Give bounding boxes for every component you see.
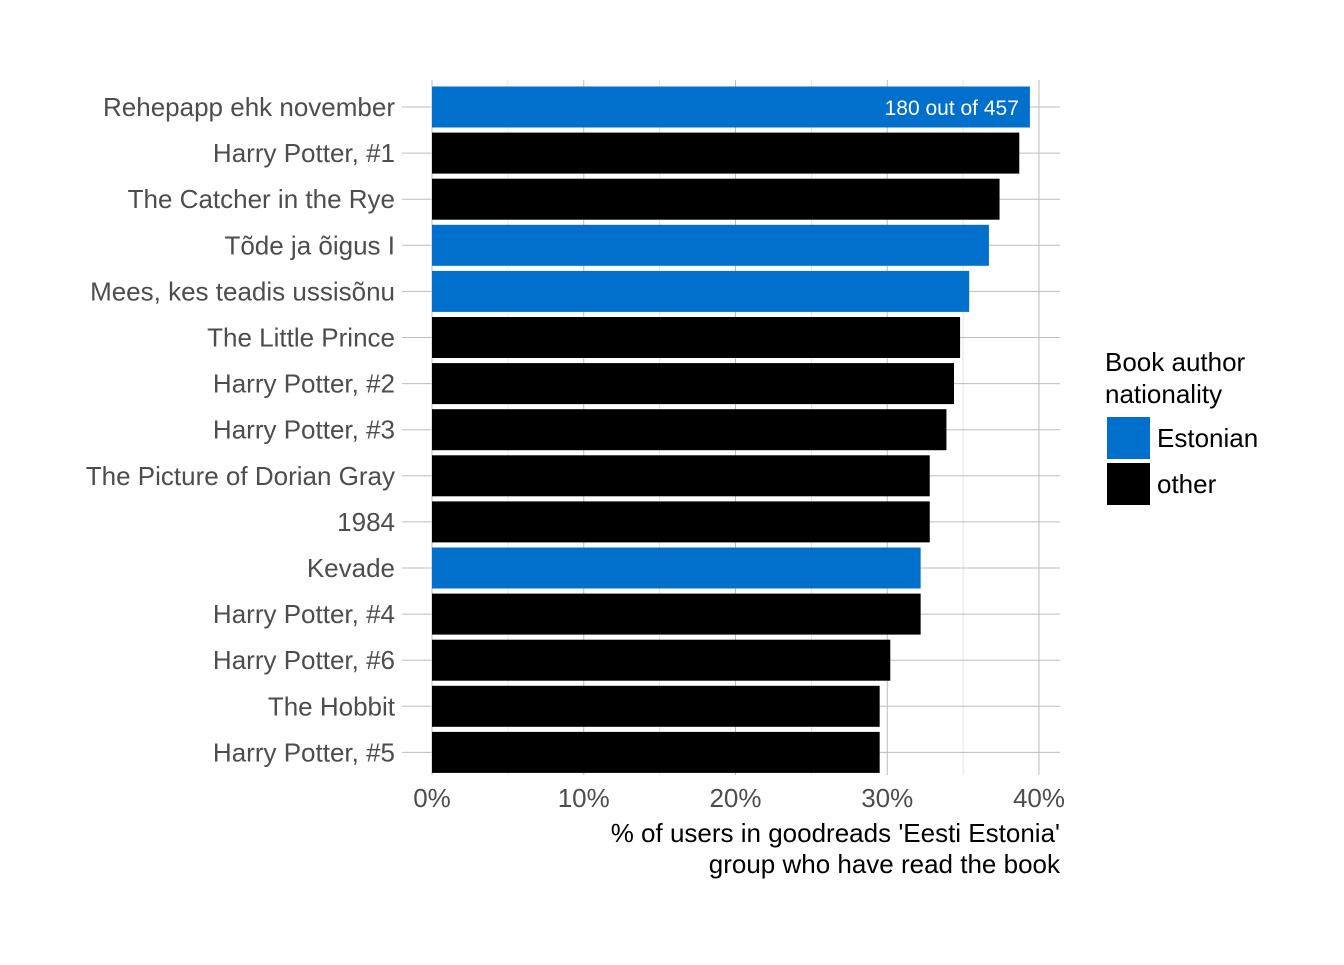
bar xyxy=(432,731,880,773)
category-label: Harry Potter, #1 xyxy=(213,138,395,168)
bar-annotations: 180 out of 457 xyxy=(885,97,1019,120)
bar xyxy=(432,178,1000,220)
legend-title-line: nationality xyxy=(1105,379,1222,409)
bar xyxy=(432,270,970,312)
legend-swatch xyxy=(1107,417,1150,459)
category-labels: Rehepapp ehk november Harry Potter, #1 The… xyxy=(86,92,396,767)
category-label: Harry Potter, #6 xyxy=(213,645,395,675)
category-label: The Picture of Dorian Gray xyxy=(86,461,395,491)
category-label: Mees, kes teadis ussisõnu xyxy=(90,276,395,306)
category-label: 1984 xyxy=(337,507,395,537)
x-tick-label: 40% xyxy=(1013,783,1065,813)
legend-title-line: Book author xyxy=(1105,347,1246,377)
category-label: Kevade xyxy=(307,553,395,583)
legend-label: Estonian xyxy=(1157,423,1258,453)
x-tick-label: 10% xyxy=(558,783,610,813)
category-label: Harry Potter, #3 xyxy=(213,415,395,445)
category-label: Harry Potter, #4 xyxy=(213,599,395,629)
category-label: Harry Potter, #5 xyxy=(213,737,395,767)
bar xyxy=(432,86,1030,128)
category-label: The Little Prince xyxy=(207,323,395,353)
bar xyxy=(432,639,891,681)
bar xyxy=(432,547,921,589)
category-label: The Hobbit xyxy=(268,691,396,721)
bar xyxy=(432,685,880,727)
bar xyxy=(432,593,921,635)
bars xyxy=(432,86,1030,773)
x-axis-title-line: group who have read the book xyxy=(709,849,1061,879)
bar xyxy=(432,363,955,405)
x-axis-title: % of users in goodreads 'Eesti Estonia'g… xyxy=(611,818,1061,879)
x-tick-label: 0% xyxy=(413,783,451,813)
category-label: Tõde ja õigus I xyxy=(224,230,395,260)
category-label: Rehepapp ehk november xyxy=(103,92,395,122)
bar-data-label: 180 out of 457 xyxy=(885,97,1019,120)
x-tick-label: 20% xyxy=(709,783,761,813)
legend-label: other xyxy=(1157,469,1217,499)
bar xyxy=(432,132,1020,174)
bar xyxy=(432,224,989,266)
legend-swatch xyxy=(1107,463,1150,505)
bar xyxy=(432,317,961,358)
category-label: Harry Potter, #2 xyxy=(213,369,395,399)
bar xyxy=(432,409,947,451)
x-tick-label: 30% xyxy=(861,783,913,813)
category-label: The Catcher in the Rye xyxy=(128,184,395,214)
bar xyxy=(432,455,930,497)
bar xyxy=(432,501,930,543)
x-axis-title-line: % of users in goodreads 'Eesti Estonia' xyxy=(611,818,1060,848)
x-axis-ticks: 0% 10% 20% 30% 40% xyxy=(413,783,1065,813)
